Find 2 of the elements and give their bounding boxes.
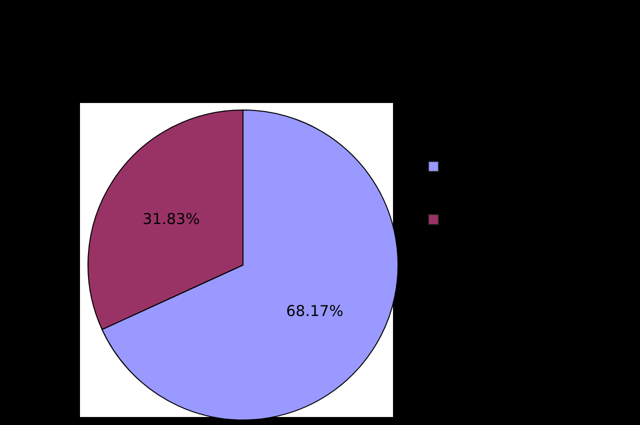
data-label: 68.17%	[286, 302, 344, 320]
data-label: 31.83%	[142, 210, 200, 228]
